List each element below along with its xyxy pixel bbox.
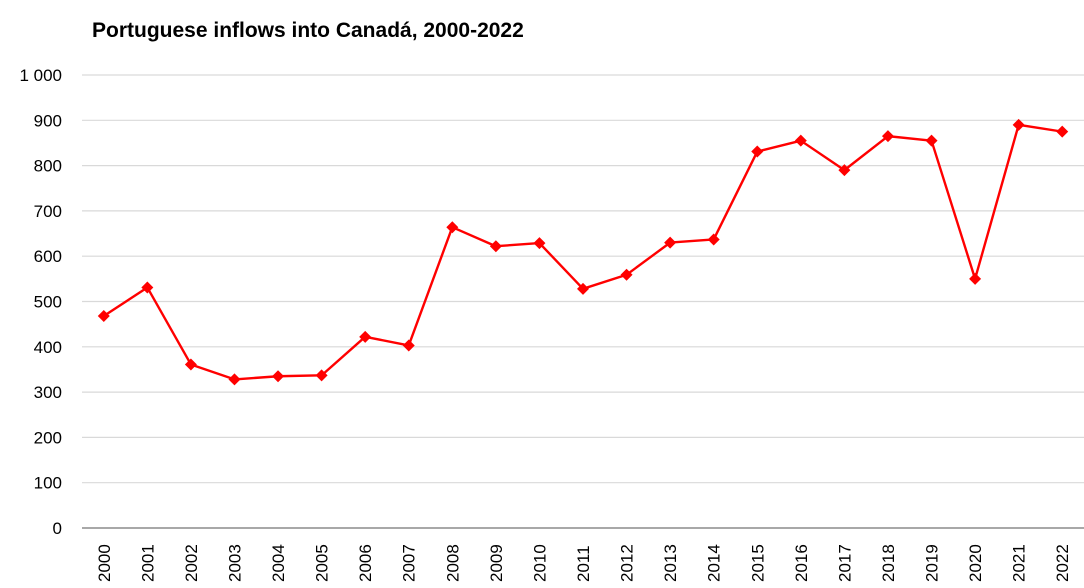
- x-tick-label: 2005: [313, 544, 332, 582]
- y-tick-label: 300: [34, 383, 62, 402]
- data-point: [97, 309, 110, 322]
- x-tick-label: 2007: [400, 544, 419, 582]
- x-tick-label: 2022: [1053, 544, 1072, 582]
- series-layer: [97, 118, 1069, 386]
- x-tick-label: 2013: [661, 544, 680, 582]
- data-point: [533, 237, 546, 250]
- x-tick-label: 2020: [966, 544, 985, 582]
- data-point: [664, 236, 677, 249]
- data-point: [1012, 118, 1025, 131]
- y-tick-label: 0: [53, 519, 62, 538]
- y-tick-label: 700: [34, 202, 62, 221]
- x-tick-label: 2000: [95, 544, 114, 582]
- x-tick-label: 2021: [1010, 544, 1029, 582]
- x-axis-ticks: 2000 2001 2002 2003 2004 2005 2006 2007 2008 2009…: [95, 544, 1072, 582]
- x-tick-label: 2002: [182, 544, 201, 582]
- y-tick-label: 200: [34, 428, 62, 447]
- x-tick-label: 2014: [705, 544, 724, 582]
- x-tick-label: 2006: [356, 544, 375, 582]
- x-tick-label: 2012: [618, 544, 637, 582]
- data-point: [1056, 125, 1069, 138]
- y-tick-label: 100: [34, 474, 62, 493]
- data-point: [489, 240, 502, 253]
- x-tick-label: 2001: [138, 544, 157, 582]
- data-point: [838, 164, 851, 177]
- y-tick-label: 600: [34, 247, 62, 266]
- x-tick-label: 2009: [487, 544, 506, 582]
- data-point: [228, 373, 241, 386]
- y-tick-label: 1 000: [19, 66, 62, 85]
- x-tick-label: 2017: [835, 544, 854, 582]
- y-tick-label: 900: [34, 111, 62, 130]
- x-tick-label: 2003: [225, 544, 244, 582]
- y-axis-ticks: 0 100 200 300 400 500 600 700 800 900 1 000: [19, 66, 62, 538]
- data-point: [969, 272, 982, 285]
- series-line: [103, 123, 1063, 381]
- data-point: [359, 330, 372, 343]
- data-point: [751, 145, 764, 158]
- data-point: [794, 134, 807, 147]
- data-point: [402, 339, 415, 352]
- data-point: [315, 369, 328, 382]
- x-tick-label: 2010: [530, 544, 549, 582]
- x-tick-label: 2019: [923, 544, 942, 582]
- data-point: [184, 358, 197, 371]
- x-tick-label: 2004: [269, 544, 288, 582]
- x-tick-label: 2011: [574, 545, 593, 582]
- data-point: [620, 268, 633, 281]
- x-tick-label: 2018: [879, 544, 898, 582]
- data-point: [925, 134, 938, 147]
- data-point: [577, 282, 589, 295]
- data-point: [707, 233, 720, 246]
- y-tick-label: 800: [34, 157, 62, 176]
- y-tick-label: 500: [34, 293, 62, 312]
- x-tick-label: 2008: [443, 544, 462, 582]
- y-tick-label: 400: [34, 338, 62, 357]
- chart-title: Portuguese inflows into Canadá, 2000-202…: [92, 19, 524, 42]
- data-point: [881, 130, 894, 143]
- x-tick-label: 2016: [792, 544, 811, 582]
- data-point: [141, 281, 154, 294]
- data-point: [446, 221, 459, 234]
- gridlines: [82, 74, 1084, 484]
- x-tick-label: 2015: [748, 544, 767, 582]
- data-point: [272, 370, 285, 383]
